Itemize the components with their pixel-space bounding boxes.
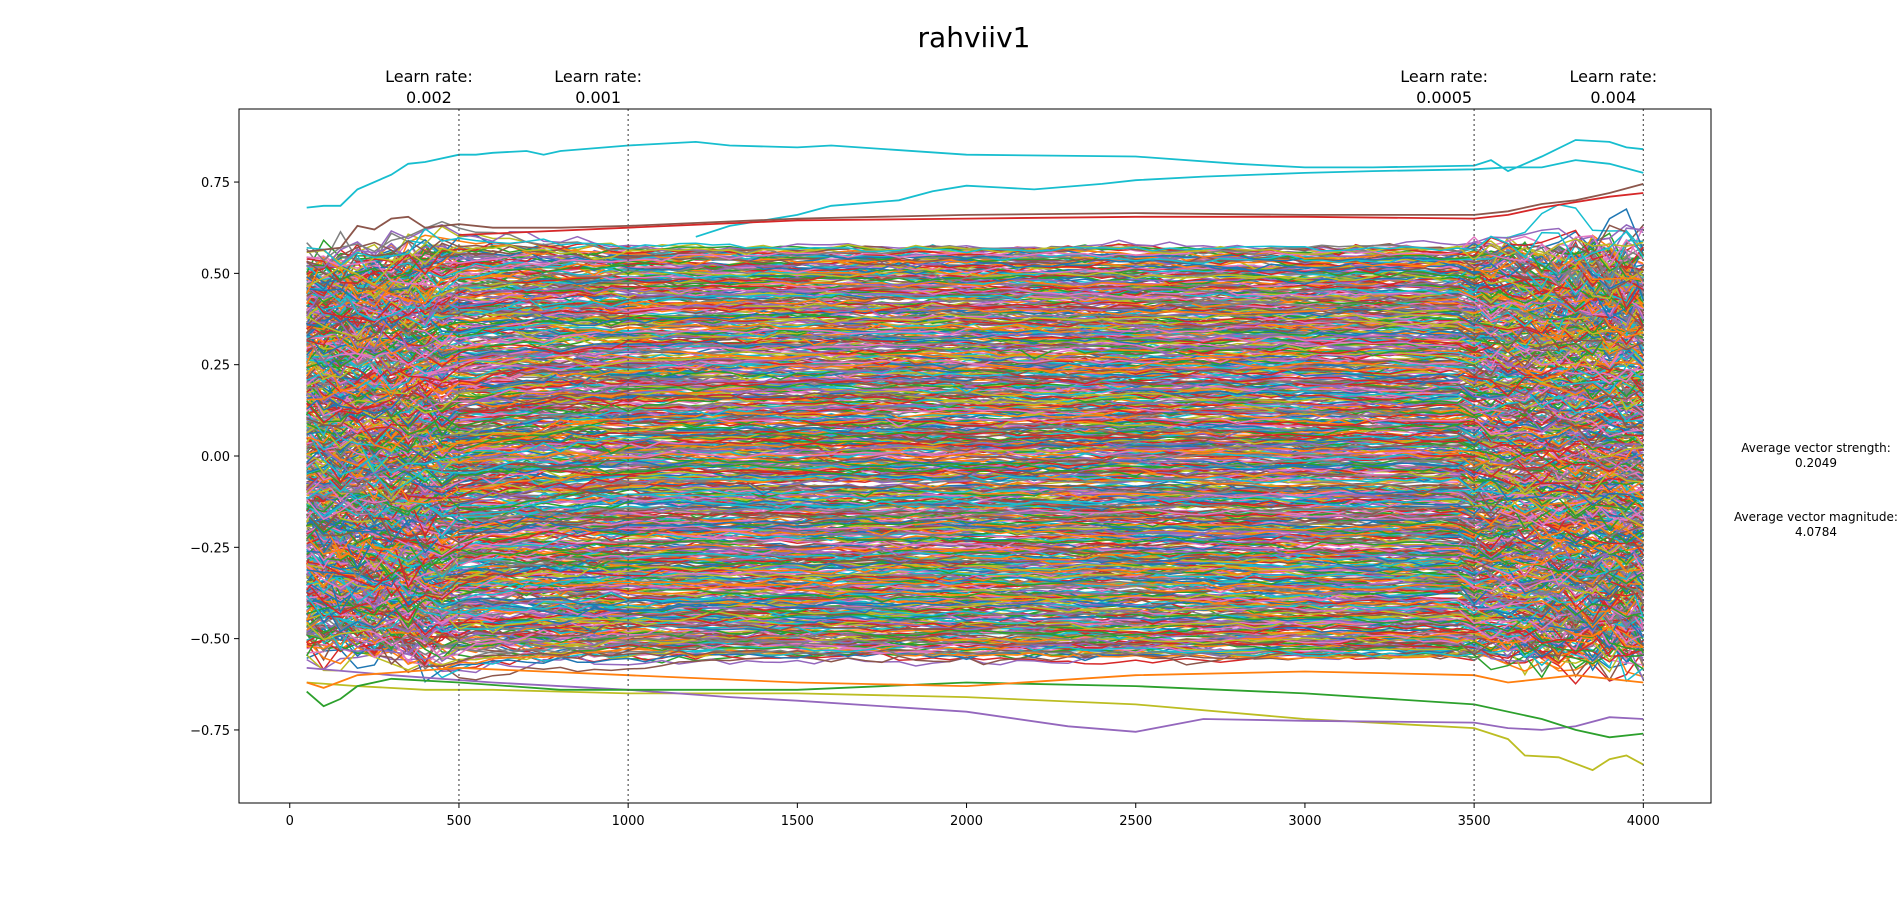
x-tick-label: 2500 xyxy=(1119,814,1152,829)
y-tick-label: −0.25 xyxy=(190,541,230,556)
learn-rate-label: Learn rate: xyxy=(554,67,642,86)
series-line xyxy=(306,391,1644,438)
series-line xyxy=(306,391,1644,435)
series-line-outlier xyxy=(306,681,1644,772)
series-line-outlier xyxy=(306,139,1644,209)
series-line xyxy=(306,598,1645,649)
series-line xyxy=(306,240,1644,297)
series-line xyxy=(306,384,1644,443)
series-line xyxy=(306,332,1644,390)
series-line-outlier xyxy=(695,159,1644,238)
series-line xyxy=(306,631,1644,665)
series-line xyxy=(306,385,1644,418)
avg-strength-label: Average vector strength: xyxy=(1741,441,1891,455)
learn-rate-labels: Learn rate: 0.002 Learn rate: 0.001 Learn ra… xyxy=(385,67,1657,107)
avg-magnitude-label: Average vector magnitude: xyxy=(1734,510,1898,524)
series-line xyxy=(306,263,1644,310)
series-line-outlier xyxy=(306,666,1644,689)
series-line xyxy=(306,521,1644,570)
series-line xyxy=(306,520,1644,571)
series-line xyxy=(306,601,1644,655)
series-line xyxy=(306,588,1644,642)
x-tick-label: 4000 xyxy=(1627,814,1660,829)
learn-rate-label: Learn rate: xyxy=(1569,67,1657,86)
series-line xyxy=(306,223,1644,269)
series-line xyxy=(306,304,1644,350)
series-line xyxy=(306,454,1644,512)
learn-rate-label: Learn rate: xyxy=(1400,67,1488,86)
series-line xyxy=(306,418,1644,458)
series-line xyxy=(306,529,1644,573)
series-line xyxy=(306,356,1644,401)
x-tick-label: 3500 xyxy=(1458,814,1491,829)
series-line xyxy=(306,370,1644,417)
series-line xyxy=(306,529,1644,573)
plot-lines xyxy=(305,139,1645,772)
learn-rate-label: Learn rate: xyxy=(385,67,473,86)
learn-rate-value: 0.001 xyxy=(575,88,621,107)
x-tick-label: 2000 xyxy=(950,814,983,829)
series-line xyxy=(306,491,1644,526)
chart-title: rahviiv1 xyxy=(918,21,1031,54)
learn-rate-value: 0.002 xyxy=(406,88,452,107)
series-line xyxy=(306,543,1644,608)
x-tick-label: 1500 xyxy=(781,814,814,829)
series-line xyxy=(306,396,1644,437)
series-line xyxy=(306,587,1644,649)
x-tick-label: 0 xyxy=(286,814,294,829)
x-axis: 0 500 1000 1500 2000 2500 3000 3500 4000 xyxy=(286,803,1660,829)
series-line xyxy=(306,583,1644,633)
y-tick-label: 0.50 xyxy=(201,267,230,282)
series-line xyxy=(306,472,1644,518)
series-line xyxy=(306,627,1644,682)
series-line xyxy=(306,227,1644,267)
vector-stats: Average vector strength: 0.2049 Average … xyxy=(1734,441,1898,539)
learn-rate-value: 0.004 xyxy=(1590,88,1636,107)
y-axis: 0.75 0.50 0.25 0.00 −0.25 −0.50 −0.75 xyxy=(190,176,239,739)
series-line-outlier xyxy=(306,667,1644,733)
series-line xyxy=(306,289,1644,324)
series-line xyxy=(306,234,1644,289)
avg-strength-value: 0.2049 xyxy=(1795,456,1837,470)
series-line xyxy=(306,513,1644,554)
series-line xyxy=(306,478,1644,518)
y-tick-label: 0.00 xyxy=(201,450,230,465)
learn-rate-value: 0.0005 xyxy=(1416,88,1472,107)
y-tick-label: −0.75 xyxy=(190,724,230,739)
series-line xyxy=(306,339,1644,379)
x-tick-label: 500 xyxy=(447,814,472,829)
y-tick-label: 0.75 xyxy=(201,176,230,191)
series-line xyxy=(306,566,1644,600)
series-line xyxy=(306,254,1644,326)
x-tick-label: 3000 xyxy=(1288,814,1321,829)
x-tick-label: 1000 xyxy=(612,814,645,829)
avg-magnitude-value: 4.0784 xyxy=(1795,525,1837,539)
series-line xyxy=(306,272,1644,324)
series-line xyxy=(306,208,1644,291)
series-line-outlier xyxy=(306,677,1644,739)
series-line xyxy=(306,317,1644,368)
series-line-outlier xyxy=(458,192,1644,236)
y-tick-label: 0.25 xyxy=(201,359,230,374)
y-tick-label: −0.50 xyxy=(190,633,230,648)
series-line xyxy=(306,459,1644,493)
learn-rate-lines xyxy=(458,109,1644,803)
